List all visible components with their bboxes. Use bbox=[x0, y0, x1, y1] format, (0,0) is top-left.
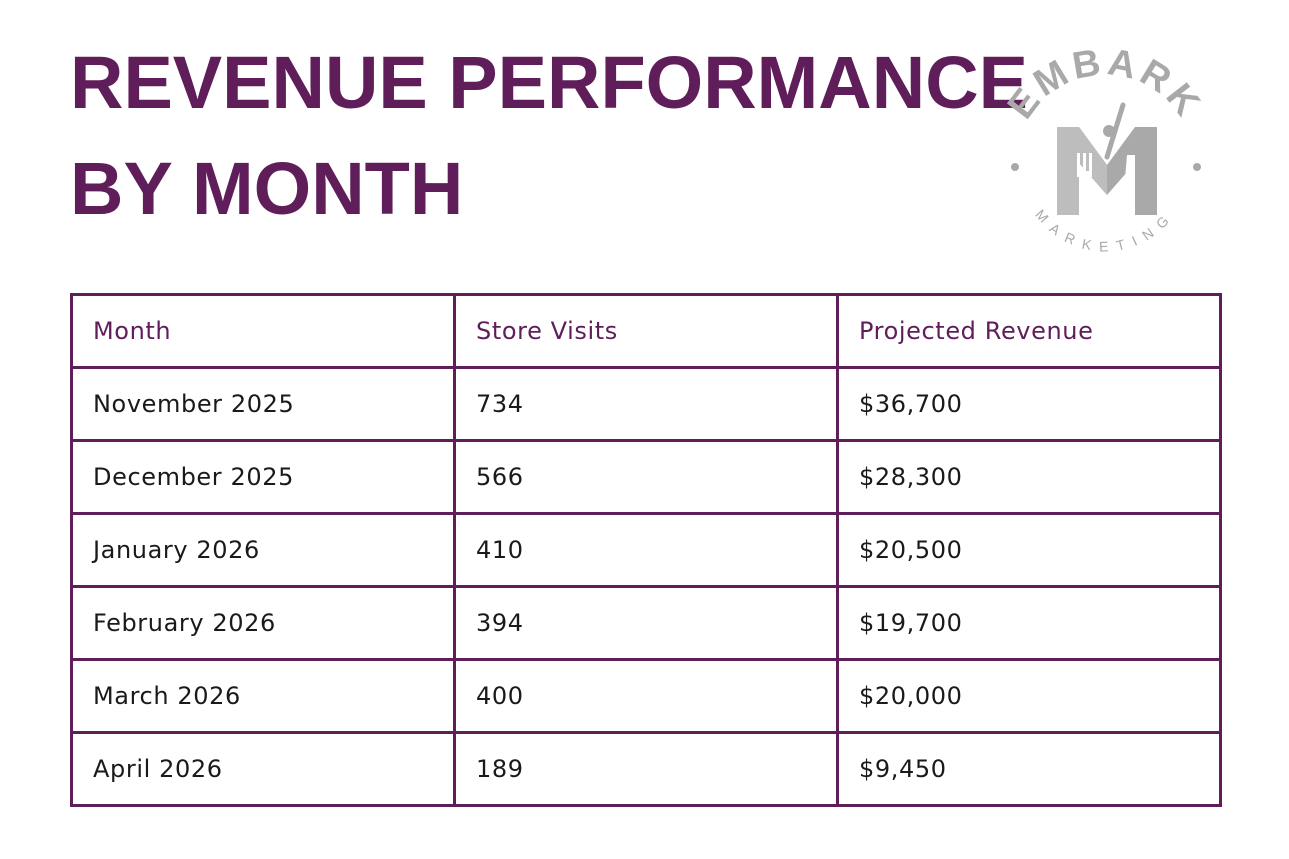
cell-store-visits: 189 bbox=[453, 731, 839, 807]
cell-month: April 2026 bbox=[70, 731, 456, 807]
cell-month: January 2026 bbox=[70, 512, 456, 588]
header-store-visits: Store Visits bbox=[453, 293, 839, 369]
cell-store-visits: 734 bbox=[453, 366, 839, 442]
cell-store-visits: 410 bbox=[453, 512, 839, 588]
cell-store-visits: 400 bbox=[453, 658, 839, 734]
table-row: November 2025 734 $36,700 bbox=[70, 366, 1222, 442]
logo-monogram-icon bbox=[1057, 102, 1157, 215]
cell-month: March 2026 bbox=[70, 658, 456, 734]
page-title-line-2: BY MONTH bbox=[70, 147, 464, 230]
cell-store-visits: 394 bbox=[453, 585, 839, 661]
cell-projected-revenue: $9,450 bbox=[836, 731, 1222, 807]
table-row: April 2026 189 $9,450 bbox=[70, 731, 1222, 807]
header-projected-revenue: Projected Revenue bbox=[836, 293, 1222, 369]
page-title-line-1: REVENUE PERFORMANCE bbox=[70, 41, 1028, 124]
cell-projected-revenue: $19,700 bbox=[836, 585, 1222, 661]
cell-projected-revenue: $28,300 bbox=[836, 439, 1222, 515]
page-title: REVENUE PERFORMANCE BY MONTH bbox=[70, 30, 1028, 242]
table-row: December 2025 566 $28,300 bbox=[70, 439, 1222, 515]
cell-store-visits: 566 bbox=[453, 439, 839, 515]
table-row: February 2026 394 $19,700 bbox=[70, 585, 1222, 661]
cell-month: February 2026 bbox=[70, 585, 456, 661]
table-row: March 2026 400 $20,000 bbox=[70, 658, 1222, 734]
logo-dot-left bbox=[1011, 163, 1019, 171]
embark-marketing-logo: EMBARK MARKETING bbox=[1000, 45, 1210, 255]
cell-month: November 2025 bbox=[70, 366, 456, 442]
logo-dot-right bbox=[1193, 163, 1201, 171]
cell-projected-revenue: $20,000 bbox=[836, 658, 1222, 734]
logo-brand-top: EMBARK bbox=[1000, 45, 1206, 127]
header-month: Month bbox=[70, 293, 456, 369]
cell-projected-revenue: $20,500 bbox=[836, 512, 1222, 588]
cell-projected-revenue: $36,700 bbox=[836, 366, 1222, 442]
cell-month: December 2025 bbox=[70, 439, 456, 515]
svg-text:EMBARK: EMBARK bbox=[1000, 45, 1210, 127]
revenue-table: Month Store Visits Projected Revenue Nov… bbox=[70, 293, 1222, 807]
table-row: January 2026 410 $20,500 bbox=[70, 512, 1222, 588]
table-header-row: Month Store Visits Projected Revenue bbox=[70, 293, 1222, 369]
